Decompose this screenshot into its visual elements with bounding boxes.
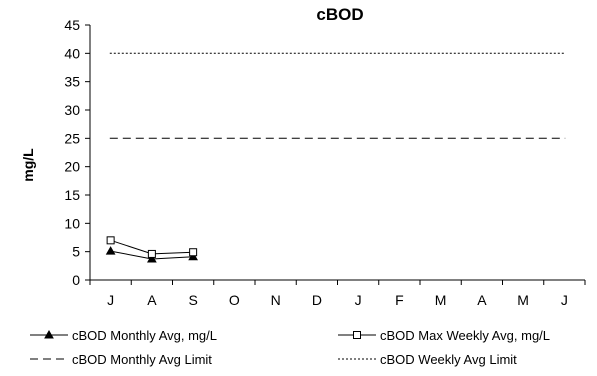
y-tick-label: 35: [64, 74, 80, 90]
chart-title: cBOD: [316, 5, 363, 24]
data-point: [188, 251, 198, 261]
x-tick-label: N: [271, 292, 281, 308]
legend-item: cBOD Max Weekly Avg, mg/L: [338, 328, 550, 343]
series-0: [105, 246, 198, 263]
axes: 0 5 10 15 20 25 30 35 40 45 J A S O N D J F M A M J: [64, 17, 586, 308]
y-tick-label: 15: [64, 187, 80, 203]
x-tick-label: M: [435, 292, 447, 308]
series-1: [106, 236, 198, 258]
y-tick-label: 20: [64, 159, 80, 175]
y-tick-label: 10: [64, 215, 80, 231]
legend-label: cBOD Max Weekly Avg, mg/L: [380, 328, 550, 343]
y-tick-label: 0: [72, 272, 80, 288]
y-tick-label: 45: [64, 17, 80, 33]
x-tick-label: M: [517, 292, 529, 308]
data-point: [105, 246, 116, 255]
data-point: [147, 254, 157, 263]
data-point: [189, 248, 198, 257]
plot-area: [105, 52, 566, 263]
x-tick-label: J: [355, 292, 362, 308]
legend-marker: [44, 329, 54, 339]
y-axis-label: mg/L: [20, 148, 36, 182]
legend-item: cBOD Monthly Avg, mg/L: [30, 328, 217, 343]
legend-marker: [353, 331, 361, 339]
x-tick-label: F: [395, 292, 404, 308]
x-tick-label: J: [107, 292, 114, 308]
x-tick-label: J: [561, 292, 568, 308]
x-tick-label: D: [312, 292, 322, 308]
x-tick-label: O: [229, 292, 240, 308]
legend-label: cBOD Weekly Avg Limit: [380, 352, 517, 367]
y-tick-label: 30: [64, 102, 80, 118]
legend-item: cBOD Monthly Avg Limit: [30, 352, 212, 367]
data-point: [147, 249, 156, 258]
legend-item: cBOD Weekly Avg Limit: [338, 352, 517, 367]
y-tick-label: 5: [72, 244, 80, 260]
x-tick-label: A: [147, 292, 157, 308]
x-tick-label: S: [188, 292, 197, 308]
data-point: [106, 236, 115, 245]
legend-label: cBOD Monthly Avg Limit: [72, 352, 212, 367]
legend: cBOD Monthly Avg, mg/L cBOD Max Weekly Av…: [30, 328, 550, 367]
legend-label: cBOD Monthly Avg, mg/L: [72, 328, 217, 343]
y-tick-label: 40: [64, 45, 80, 61]
y-tick-label: 25: [64, 130, 80, 146]
x-tick-label: A: [477, 292, 487, 308]
